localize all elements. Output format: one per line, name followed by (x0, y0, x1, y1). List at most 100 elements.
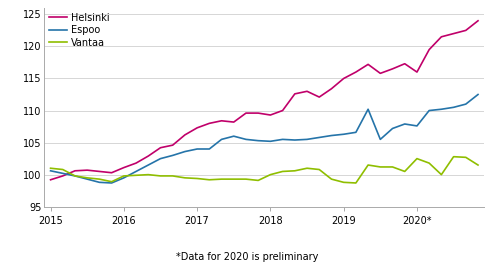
Vantaa (96, 178, 102, 181)
Helsinki (267, 113, 273, 117)
Helsinki (96, 170, 102, 173)
Espoo (231, 135, 237, 138)
Helsinki (414, 70, 420, 74)
Vantaa (47, 167, 53, 170)
Vantaa (84, 176, 90, 179)
Espoo (390, 127, 396, 130)
Vantaa (133, 174, 139, 177)
Vantaa (255, 179, 261, 182)
Espoo (121, 176, 127, 179)
Espoo (133, 170, 139, 173)
Helsinki (133, 161, 139, 165)
Espoo (414, 124, 420, 127)
Espoo (206, 147, 212, 151)
Vantaa (158, 174, 164, 178)
Espoo (84, 178, 90, 181)
Helsinki (402, 62, 408, 65)
Espoo (377, 138, 383, 141)
Vantaa (280, 170, 286, 173)
Vantaa (451, 155, 456, 158)
Espoo (304, 138, 310, 141)
Helsinki (329, 87, 334, 90)
Espoo (145, 164, 151, 167)
Vantaa (463, 156, 469, 159)
Vantaa (329, 178, 334, 181)
Espoo (243, 138, 249, 141)
Espoo (96, 181, 102, 184)
Line: Espoo: Espoo (50, 95, 478, 183)
Vantaa (475, 164, 481, 167)
Espoo (341, 133, 347, 136)
Helsinki (145, 154, 151, 158)
Helsinki (365, 63, 371, 66)
Espoo (255, 139, 261, 142)
Helsinki (451, 32, 456, 35)
Espoo (182, 150, 188, 153)
Helsinki (243, 112, 249, 115)
Espoo (109, 181, 115, 184)
Helsinki (316, 95, 322, 99)
Vantaa (365, 164, 371, 167)
Helsinki (194, 126, 200, 129)
Espoo (329, 134, 334, 137)
Helsinki (304, 90, 310, 93)
Helsinki (182, 133, 188, 136)
Vantaa (402, 170, 408, 173)
Vantaa (304, 167, 310, 170)
Helsinki (377, 72, 383, 75)
Helsinki (109, 171, 115, 174)
Vantaa (206, 178, 212, 181)
Helsinki (60, 174, 66, 178)
Vantaa (170, 174, 176, 178)
Vantaa (292, 169, 298, 173)
Vantaa (194, 177, 200, 180)
Vantaa (267, 173, 273, 176)
Helsinki (206, 122, 212, 125)
Helsinki (390, 67, 396, 70)
Helsinki (72, 169, 78, 173)
Espoo (438, 108, 444, 111)
Helsinki (218, 119, 224, 122)
Vantaa (145, 173, 151, 176)
Espoo (47, 169, 53, 173)
Helsinki (341, 77, 347, 80)
Vantaa (60, 168, 66, 171)
Espoo (475, 93, 481, 96)
Helsinki (231, 121, 237, 124)
Vantaa (426, 161, 432, 165)
Line: Vantaa: Vantaa (50, 157, 478, 183)
Vantaa (121, 174, 127, 178)
Espoo (158, 157, 164, 160)
Espoo (72, 174, 78, 178)
Line: Helsinki: Helsinki (50, 21, 478, 180)
Helsinki (426, 48, 432, 51)
Espoo (292, 138, 298, 142)
Vantaa (414, 157, 420, 160)
Espoo (402, 122, 408, 126)
Helsinki (84, 169, 90, 172)
Vantaa (243, 178, 249, 181)
Vantaa (231, 178, 237, 181)
Text: *Data for 2020 is preliminary: *Data for 2020 is preliminary (176, 252, 318, 262)
Helsinki (170, 144, 176, 147)
Helsinki (280, 109, 286, 112)
Espoo (60, 172, 66, 175)
Espoo (194, 147, 200, 151)
Helsinki (121, 166, 127, 169)
Helsinki (47, 178, 53, 181)
Vantaa (377, 165, 383, 169)
Helsinki (438, 35, 444, 38)
Vantaa (182, 176, 188, 179)
Helsinki (353, 70, 359, 74)
Vantaa (353, 181, 359, 184)
Helsinki (292, 92, 298, 95)
Espoo (353, 131, 359, 134)
Vantaa (218, 178, 224, 181)
Espoo (426, 109, 432, 112)
Vantaa (109, 180, 115, 183)
Espoo (316, 136, 322, 139)
Espoo (365, 108, 371, 111)
Espoo (267, 140, 273, 143)
Legend: Helsinki, Espoo, Vantaa: Helsinki, Espoo, Vantaa (47, 11, 111, 50)
Vantaa (438, 173, 444, 176)
